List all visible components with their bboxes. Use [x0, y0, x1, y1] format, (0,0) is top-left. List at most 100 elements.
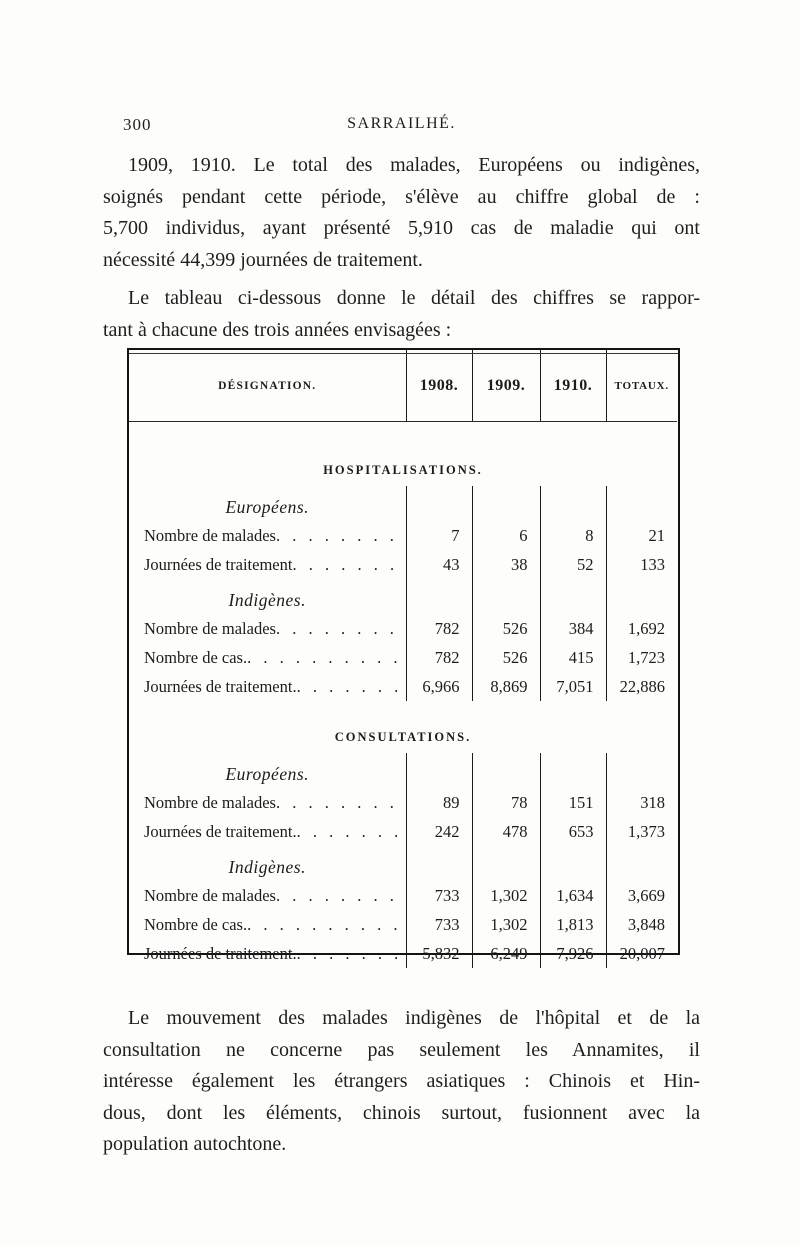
value-1910: 1,813	[539, 910, 606, 939]
empty-cell	[471, 579, 540, 614]
header-1909: 1909.	[471, 350, 540, 422]
empty-cell	[539, 753, 606, 788]
empty-cell	[472, 968, 540, 980]
empty-cell	[605, 753, 677, 788]
row-label: Journées de traitement.. . . . . . . . .…	[129, 817, 406, 846]
empty-cell	[540, 968, 606, 980]
value-1909: 1,302	[471, 910, 540, 939]
text-line: nécessité 44,399 journées de traitement.	[103, 248, 423, 271]
row-label: Nombre de malades. . . . . . . . . . . .…	[129, 614, 406, 643]
header-1908: 1908.	[405, 350, 472, 422]
dot-leader: . . . . . . . . . . . . . . . . . . . . …	[292, 554, 406, 574]
value-1909: 6	[471, 521, 540, 550]
empty-cell	[606, 968, 677, 980]
value-1910: 7,051	[539, 672, 606, 701]
table-row: Nombre de malades. . . . . . . . . . . .…	[129, 614, 677, 643]
value-1909: 526	[471, 643, 540, 672]
value-1908: 733	[405, 910, 472, 939]
row-label-text: Nombre de cas.	[144, 914, 248, 934]
text-line: dous, dont les éléments, chinois surtout…	[103, 1101, 700, 1124]
paragraph-closing: Le mouvement des malades indigènes de l'…	[103, 1003, 700, 1161]
value-totaux: 133	[605, 550, 677, 579]
row-label-text: Journées de traitement.	[144, 943, 297, 963]
empty-cell	[405, 753, 472, 788]
statistics-table-grid: DÉSIGNATION. 1908. 1909. 1910. TOTAUX. H…	[129, 350, 677, 980]
value-totaux: 1,692	[605, 614, 677, 643]
section-hospitalisations: HOSPITALISATIONS.	[129, 422, 677, 487]
empty-cell	[605, 846, 677, 881]
value-1909: 38	[471, 550, 540, 579]
empty-cell	[471, 846, 540, 881]
paragraph-table-lead-in: Le tableau ci-dessous donne le détail de…	[103, 283, 700, 346]
row-label: Nombre de cas.. . . . . . . . . . . . . …	[129, 910, 406, 939]
row-label-text: Nombre de malades	[144, 792, 276, 812]
dot-leader: . . . . . . . . . . . . . . . . . . . . …	[275, 525, 406, 545]
empty-cell	[129, 968, 406, 980]
header-1910: 1910.	[539, 350, 606, 422]
empty-cell	[405, 579, 472, 614]
dot-leader: . . . . . . . . . . . . . . . . . . . . …	[275, 618, 406, 638]
table-row: Journées de traitement.. . . . . . . . .…	[129, 939, 677, 968]
empty-cell	[471, 486, 540, 521]
value-1910: 384	[539, 614, 606, 643]
row-label: Journées de traitement.. . . . . . . . .…	[129, 672, 406, 701]
row-label-text: Nombre de malades	[144, 525, 276, 545]
row-label: Nombre de cas.. . . . . . . . . . . . . …	[129, 643, 406, 672]
row-label-text: Nombre de cas.	[144, 647, 248, 667]
value-1910: 1,634	[539, 881, 606, 910]
value-1910: 151	[539, 788, 606, 817]
empty-cell	[406, 968, 472, 980]
value-1910: 7,926	[539, 939, 606, 968]
empty-cell	[405, 846, 472, 881]
table-row: Nombre de cas.. . . . . . . . . . . . . …	[129, 643, 677, 672]
row-label: Nombre de malades. . . . . . . . . . . .…	[129, 881, 406, 910]
row-label-text: Nombre de malades	[144, 885, 276, 905]
value-totaux: 1,723	[605, 643, 677, 672]
value-1909: 526	[471, 614, 540, 643]
page-number: 300	[123, 115, 152, 134]
dot-leader: . . . . . . . . . . . . . . . . . . . . …	[275, 792, 406, 812]
table-row: Journées de traitement. . . . . . . . . …	[129, 550, 677, 579]
subhead-europeens: Européens.	[129, 753, 677, 788]
value-totaux: 22,886	[605, 672, 677, 701]
empty-cell	[539, 846, 606, 881]
table-row: Journées de traitement.. . . . . . . . .…	[129, 672, 677, 701]
row-label: Nombre de malades. . . . . . . . . . . .…	[129, 788, 406, 817]
row-label-text: Journées de traitement.	[144, 676, 297, 696]
text-line: intéresse également les étrangers asiati…	[103, 1070, 700, 1092]
value-totaux: 3,848	[605, 910, 677, 939]
dot-leader: . . . . . . . . . . . . . . . . . . . . …	[247, 647, 406, 667]
running-title: SARRAILHÉ.	[347, 115, 456, 132]
header-designation: DÉSIGNATION.	[129, 350, 406, 422]
value-1908: 782	[405, 643, 472, 672]
table-row: Nombre de cas.. . . . . . . . . . . . . …	[129, 910, 677, 939]
subhead-europeens: Européens.	[129, 486, 677, 521]
row-label-text: Journées de traitement	[144, 554, 293, 574]
text-line: Le mouvement des malades indigènes de l'…	[128, 1007, 700, 1029]
table-bottom-spacer	[129, 968, 677, 980]
text-line: 5,700 individus, ayant présenté 5,910 ca…	[103, 217, 700, 239]
value-1908: 7	[405, 521, 472, 550]
paragraph-intro: 1909, 1910. Le total des malades, Europé…	[103, 150, 700, 276]
subhead-label: Indigènes.	[228, 857, 306, 877]
subhead-label: Européens.	[225, 764, 310, 784]
value-totaux: 21	[605, 521, 677, 550]
value-1909: 8,869	[471, 672, 540, 701]
value-totaux: 1,373	[605, 817, 677, 846]
empty-cell	[605, 579, 677, 614]
value-1908: 43	[405, 550, 472, 579]
section-caption: HOSPITALISATIONS.	[323, 463, 483, 477]
subhead-label: Européens.	[225, 497, 310, 517]
value-totaux: 3,669	[605, 881, 677, 910]
row-label: Nombre de malades. . . . . . . . . . . .…	[129, 521, 406, 550]
empty-cell	[471, 753, 540, 788]
row-label: Journées de traitement.. . . . . . . . .…	[129, 939, 406, 968]
value-1908: 733	[405, 881, 472, 910]
statistics-table: DÉSIGNATION. 1908. 1909. 1910. TOTAUX. H…	[127, 348, 680, 968]
empty-cell	[539, 486, 606, 521]
empty-cell	[405, 486, 472, 521]
text-line: population autochtone.	[103, 1133, 287, 1155]
text-line: tant à chacune des trois années envisagé…	[103, 318, 452, 341]
table-row: Nombre de malades. . . . . . . . . . . .…	[129, 881, 677, 910]
value-1908: 5,832	[405, 939, 472, 968]
